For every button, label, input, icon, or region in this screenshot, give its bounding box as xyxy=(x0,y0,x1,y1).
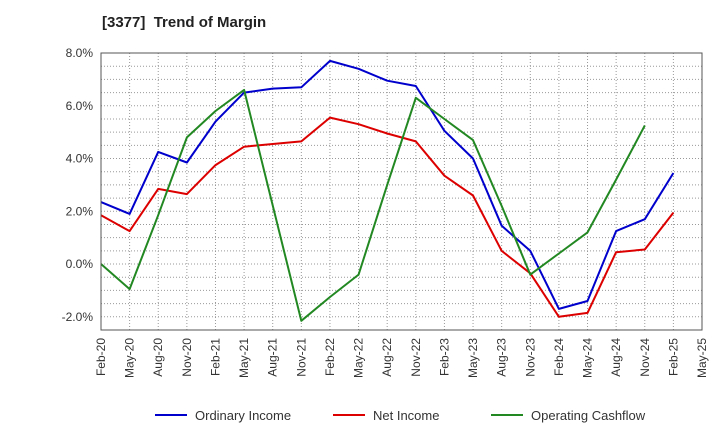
legend-label: Net Income xyxy=(373,408,439,423)
x-tick-label: Aug-22 xyxy=(380,338,394,377)
y-tick-label: -2.0% xyxy=(62,310,94,324)
x-tick-label: Nov-21 xyxy=(294,338,308,377)
x-tick-label: May-22 xyxy=(352,338,366,378)
y-tick-label: 6.0% xyxy=(66,99,94,113)
chart-title: [3377] Trend of Margin xyxy=(102,14,267,31)
x-tick-label: Aug-24 xyxy=(609,338,623,377)
x-tick-label: Aug-21 xyxy=(266,338,280,377)
legend: Ordinary Income Net Income Operating Cashf… xyxy=(155,408,646,423)
x-tick-label: May-24 xyxy=(581,338,595,378)
legend-label: Operating Cashflow xyxy=(531,408,646,423)
x-tick-label: Feb-23 xyxy=(437,338,451,376)
x-tick-label: May-25 xyxy=(695,338,709,378)
grid xyxy=(101,53,702,330)
axes: -2.0% 0.0% 2.0% 4.0% 6.0% 8.0% Feb-20 May-20 Aug… xyxy=(62,46,709,378)
series-line-ordinary-income xyxy=(100,59,675,310)
x-tick-label: May-21 xyxy=(237,338,251,378)
x-tick-label: Nov-23 xyxy=(523,338,537,377)
series-line-net-income xyxy=(100,116,675,318)
legend-label: Ordinary Income xyxy=(195,408,291,423)
plot-border xyxy=(100,52,703,331)
x-tick-label: May-20 xyxy=(123,338,137,378)
x-tick-label: Nov-20 xyxy=(180,338,194,377)
y-tick-label: 8.0% xyxy=(66,46,94,60)
y-tick-label: 0.0% xyxy=(66,257,94,271)
x-tick-label: Aug-23 xyxy=(495,338,509,377)
x-tick-label: Feb-22 xyxy=(323,338,337,376)
x-tick-label: Nov-24 xyxy=(638,338,652,377)
y-tick-label: 2.0% xyxy=(66,204,94,218)
y-tick-label: 4.0% xyxy=(66,152,94,166)
series-line-operating-cashflow xyxy=(100,88,646,322)
x-tick-label: Feb-24 xyxy=(552,338,566,376)
x-tick-label: Feb-25 xyxy=(666,338,680,376)
x-tick-label: Feb-20 xyxy=(94,338,108,376)
x-tick-label: Nov-22 xyxy=(409,338,423,377)
x-tick-label: May-23 xyxy=(466,338,480,378)
series-lines xyxy=(100,59,675,322)
x-tick-label: Aug-20 xyxy=(151,338,165,377)
plot-area xyxy=(101,53,702,330)
x-tick-label: Feb-21 xyxy=(208,338,222,376)
